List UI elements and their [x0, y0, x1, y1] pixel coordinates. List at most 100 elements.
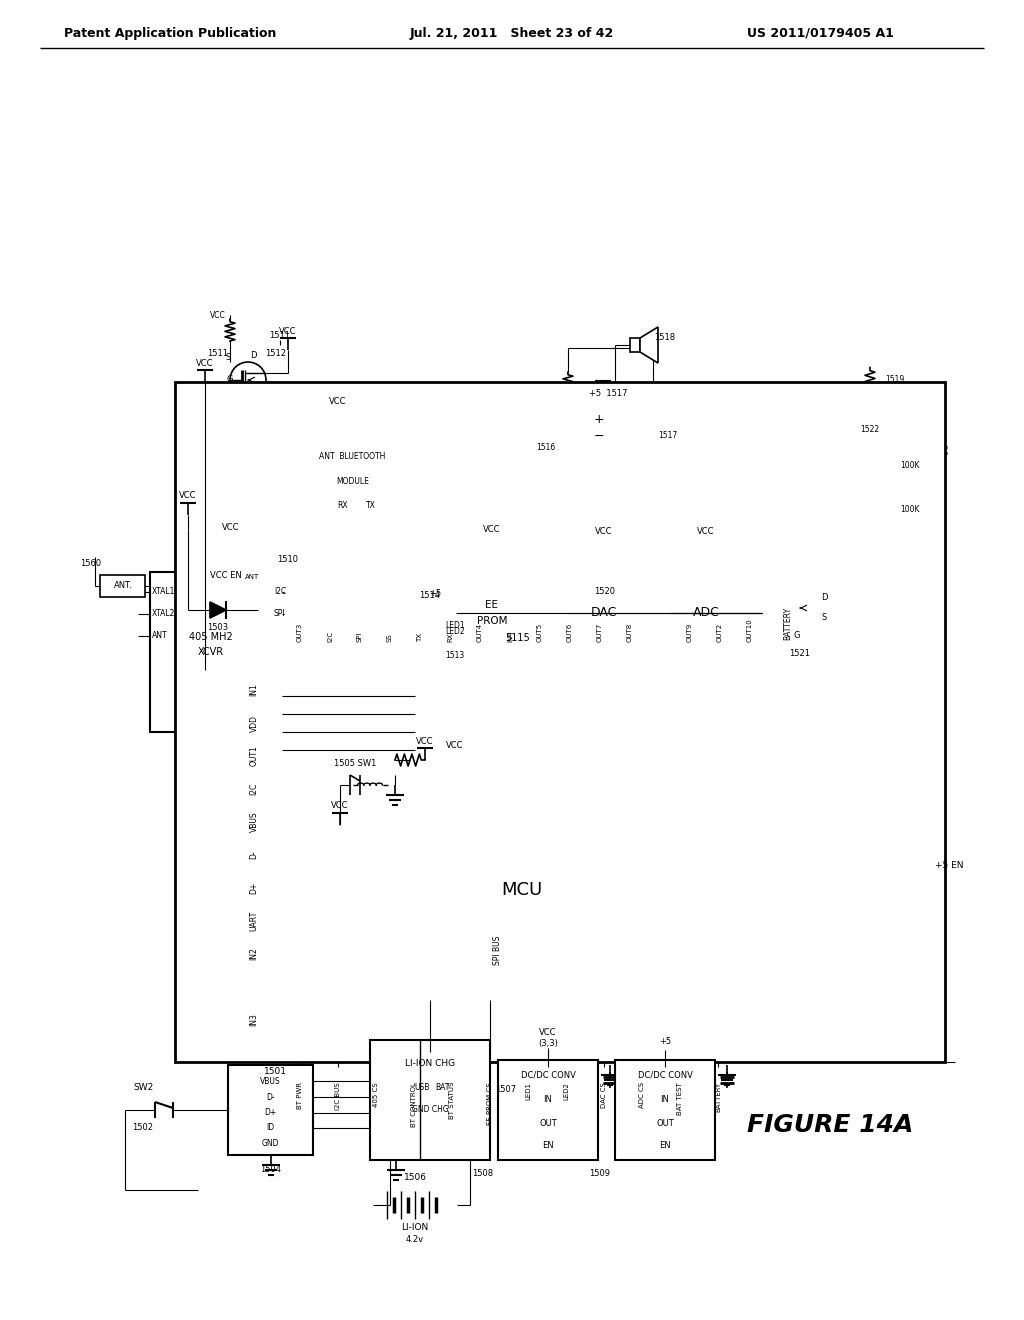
Text: DC/DC CONV: DC/DC CONV [520, 1071, 575, 1080]
Text: PROM: PROM [477, 616, 507, 626]
Text: EN: EN [659, 1142, 671, 1151]
Text: BATTERY: BATTERY [783, 606, 793, 640]
Text: IN: IN [544, 1096, 552, 1105]
Text: D+: D+ [250, 882, 258, 894]
Text: VCC
(3,3): VCC (3,3) [538, 1028, 558, 1048]
Text: OUT: OUT [539, 1118, 557, 1127]
Text: VCC: VCC [179, 491, 197, 500]
Text: VCC: VCC [222, 524, 240, 532]
Text: +5 EN: +5 EN [935, 861, 964, 870]
Text: IN: IN [660, 1096, 670, 1105]
Bar [150, 572, 272, 733]
Text: BT CONTROL: BT CONTROL [411, 1082, 417, 1127]
Bar [615, 1060, 715, 1160]
Text: I2C: I2C [250, 783, 258, 795]
Text: 1518: 1518 [654, 333, 676, 342]
Text: 1510: 1510 [278, 556, 298, 565]
Text: FIGURE 14A: FIGURE 14A [746, 1113, 913, 1137]
Text: IN1: IN1 [250, 684, 258, 697]
Text: 1517: 1517 [658, 432, 677, 441]
Text: 405 CS: 405 CS [373, 1082, 379, 1106]
Text: 1519: 1519 [885, 375, 904, 384]
Text: DC/DC CONV: DC/DC CONV [638, 1071, 692, 1080]
Text: XTAL2: XTAL2 [152, 610, 175, 619]
Text: US 2011/0179405 A1: US 2011/0179405 A1 [746, 26, 893, 40]
Text: 1514: 1514 [420, 590, 440, 599]
Bar [630, 338, 640, 352]
Polygon shape [582, 403, 634, 454]
Bar [456, 564, 528, 663]
Text: 5115: 5115 [506, 634, 530, 643]
Text: ANT: ANT [245, 574, 259, 579]
Text: D-: D- [250, 850, 258, 859]
Text: OUT10: OUT10 [746, 618, 753, 642]
Text: S: S [225, 354, 230, 363]
Text: 1513: 1513 [445, 651, 465, 660]
Bar [175, 381, 945, 1063]
Text: 1511: 1511 [269, 331, 291, 341]
Text: OUT2: OUT2 [717, 623, 723, 642]
Text: IN4: IN4 [507, 631, 513, 642]
Text: I2C BUS: I2C BUS [335, 1082, 341, 1110]
Bar [758, 560, 818, 685]
Text: XCVR: XCVR [198, 647, 224, 657]
Text: VCC EN: VCC EN [210, 570, 242, 579]
Text: LED1: LED1 [445, 620, 465, 630]
Text: +: + [594, 413, 604, 426]
Text: OUT8: OUT8 [627, 623, 633, 642]
Text: DAC CS: DAC CS [601, 1082, 607, 1107]
Text: VCC: VCC [416, 737, 434, 746]
Text: Jul. 21, 2011   Sheet 23 of 42: Jul. 21, 2011 Sheet 23 of 42 [410, 26, 614, 40]
Text: ADC CS: ADC CS [639, 1082, 645, 1107]
Text: 1502: 1502 [132, 1123, 154, 1133]
Text: MODULE: MODULE [336, 477, 369, 486]
Text: VCC: VCC [329, 396, 346, 405]
Text: SS: SS [387, 634, 393, 642]
Text: VBUS: VBUS [260, 1077, 281, 1085]
Text: EE: EE [485, 601, 499, 610]
Text: OUT3: OUT3 [297, 623, 303, 642]
Text: OUT5: OUT5 [537, 623, 543, 642]
Text: VCC: VCC [697, 527, 715, 536]
Text: VCC: VCC [483, 524, 501, 533]
Text: 100K: 100K [900, 461, 920, 470]
Text: OUT: OUT [656, 1118, 674, 1127]
Text: 4.2v: 4.2v [406, 1234, 424, 1243]
Text: RX: RX [337, 502, 348, 510]
Text: 1508: 1508 [472, 1170, 493, 1179]
Bar [282, 671, 762, 1052]
Text: LI-ION: LI-ION [401, 1222, 429, 1232]
Text: 1511: 1511 [208, 350, 228, 359]
Text: 1512: 1512 [265, 350, 287, 359]
Bar [490, 605, 545, 672]
Text: 1501: 1501 [264, 1068, 287, 1077]
Text: D-: D- [266, 1093, 274, 1102]
Text: G: G [794, 631, 800, 640]
Text: 100K: 100K [900, 506, 920, 515]
Bar [290, 432, 415, 531]
Polygon shape [640, 327, 658, 363]
Text: GND CHG: GND CHG [412, 1105, 449, 1114]
Text: USB: USB [415, 1084, 430, 1093]
Text: BATTERY: BATTERY [715, 1082, 721, 1113]
Text: BT PWR: BT PWR [297, 1082, 303, 1109]
Text: 405 MH2: 405 MH2 [189, 632, 232, 642]
Text: VDD: VDD [250, 714, 258, 731]
Text: I2C: I2C [327, 631, 333, 642]
Bar [100, 576, 145, 597]
Bar [370, 1040, 490, 1160]
Text: LI-ION CHG: LI-ION CHG [404, 1060, 455, 1068]
Bar [670, 565, 742, 660]
Text: OUT6: OUT6 [567, 623, 573, 642]
Text: −: − [594, 430, 604, 444]
Polygon shape [210, 602, 226, 618]
Text: 1506: 1506 [403, 1172, 427, 1181]
Text: 1516: 1516 [537, 444, 556, 453]
Text: VCC: VCC [446, 741, 464, 750]
Text: TX: TX [366, 502, 376, 510]
Text: BAT TEST: BAT TEST [677, 1082, 683, 1115]
Text: G: G [226, 375, 233, 384]
Text: SPI: SPI [357, 631, 362, 642]
Text: LED2: LED2 [563, 1082, 569, 1100]
Text: SW2: SW2 [133, 1084, 154, 1093]
